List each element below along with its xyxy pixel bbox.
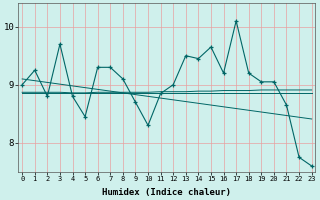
X-axis label: Humidex (Indice chaleur): Humidex (Indice chaleur) [102,188,231,197]
